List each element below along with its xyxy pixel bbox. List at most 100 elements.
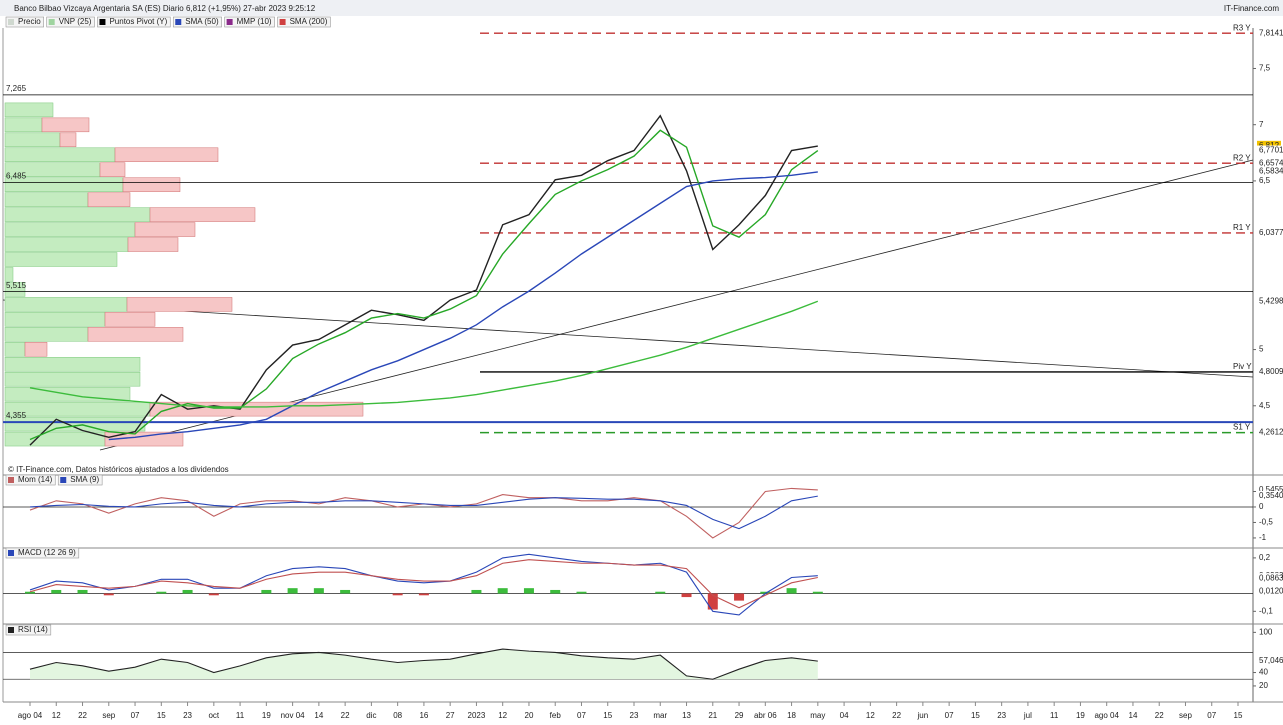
x-tick-label: 07 (1207, 711, 1216, 720)
macd-bar (550, 589, 561, 594)
x-tick-label: 12 (52, 711, 61, 720)
y-tick-label: 40 (1259, 668, 1268, 677)
last-value-box (1257, 656, 1281, 667)
x-tick-label: 18 (787, 711, 796, 720)
x-tick-label: 14 (1129, 711, 1138, 720)
series-line (29, 495, 818, 530)
x-tick-label: 22 (341, 711, 350, 720)
last-value-box (1257, 573, 1281, 584)
brand: IT-Finance.com (1224, 4, 1279, 13)
macd-bar (261, 589, 272, 594)
legend-box (57, 474, 103, 486)
volume-green (4, 342, 26, 357)
h-level-label: 7,265 (6, 84, 27, 93)
x-tick-label: 29 (735, 711, 744, 720)
x-tick-label: 15 (971, 711, 980, 720)
volume-red (104, 431, 184, 447)
x-tick-label: 15 (603, 711, 612, 720)
legend-label: Precio (18, 17, 41, 26)
x-tick-label: 14 (314, 711, 323, 720)
x-tick-label: 04 (840, 711, 849, 720)
volume-red (134, 222, 196, 237)
x-tick-label: 23 (630, 711, 639, 720)
y-tick-label: 7,5 (1259, 64, 1271, 73)
trend-line (2, 299, 1254, 378)
legend-swatch (279, 19, 286, 25)
macd-bar (313, 588, 324, 594)
x-tick-label: abr 06 (754, 711, 777, 720)
last-value: 0,5455 (1259, 485, 1283, 494)
legend-swatch (60, 477, 67, 483)
volume-green (4, 252, 118, 267)
series-line (29, 648, 818, 680)
legend-box (46, 16, 95, 28)
x-tick-label: 08 (393, 711, 402, 720)
h-level-label: 6,485 (6, 172, 27, 181)
pivot-value: 4,2612 (1259, 428, 1283, 437)
macd-bar (523, 588, 534, 594)
volume-red (149, 401, 364, 417)
x-tick-label: oct (208, 711, 219, 720)
trend-line (99, 159, 1254, 451)
y-tick-label: -0,5 (1259, 518, 1273, 527)
legend-box (5, 624, 52, 636)
macd-bar (655, 591, 666, 594)
series-line (29, 300, 819, 408)
series-line (29, 114, 818, 446)
volume-red (114, 147, 219, 162)
x-tick-label: 23 (183, 711, 192, 720)
volume-green (4, 117, 43, 133)
y-tick-label: 5 (1259, 345, 1264, 354)
legend-box (5, 547, 80, 559)
volume-red (87, 327, 184, 342)
volume-green (4, 401, 151, 417)
legend-label: VNP (25) (59, 17, 92, 26)
volume-green (4, 192, 89, 207)
last-value-box (1257, 586, 1281, 597)
volume-red (126, 297, 233, 312)
last-value-box (1257, 296, 1281, 307)
macd-bar (182, 589, 193, 594)
y-tick-label: 0 (1259, 502, 1264, 511)
macd-bar (497, 588, 508, 594)
volume-red (149, 207, 256, 222)
last-value: 0,0863 (1259, 573, 1283, 582)
volume-green (4, 222, 136, 237)
volume-green (4, 147, 116, 162)
x-tick-label: 20 (525, 711, 534, 720)
volume-green (4, 237, 129, 252)
volume-red (104, 312, 156, 327)
macd-bar (25, 591, 35, 594)
x-tick-label: ago 04 (18, 711, 43, 720)
pivot-value: 4,8009 (1259, 367, 1283, 376)
volume-green (4, 431, 106, 447)
x-tick-label: 11 (236, 711, 245, 720)
volume-green (4, 282, 26, 297)
x-tick-label: 12 (866, 711, 875, 720)
macd-bar (707, 593, 718, 610)
rsi-area (30, 649, 818, 680)
pivot-name: S1 Y (1233, 423, 1251, 432)
volume-green (4, 357, 141, 372)
legend-swatch (8, 550, 14, 556)
y-tick-label: -0,1 (1259, 606, 1273, 615)
legend-box (5, 16, 44, 28)
volume-red (127, 237, 179, 252)
h-level-label: 4,355 (6, 411, 27, 420)
volume-green (4, 416, 146, 432)
last-value: 57,046 (1259, 656, 1283, 665)
series-line (29, 129, 819, 441)
last-value: 6,812 (1259, 141, 1280, 150)
x-tick-label: 22 (892, 711, 901, 720)
last-value: 6,5834 (1259, 167, 1283, 176)
x-tick-label: ago 04 (1094, 711, 1119, 720)
macd-bar (576, 591, 587, 594)
x-tick-label: jun (917, 711, 929, 720)
volume-red (59, 132, 77, 148)
macd-bar (734, 593, 745, 601)
y-tick-label: 0,2 (1259, 553, 1271, 562)
volume-green (4, 312, 106, 327)
y-tick-label: 4,5 (1259, 401, 1271, 410)
